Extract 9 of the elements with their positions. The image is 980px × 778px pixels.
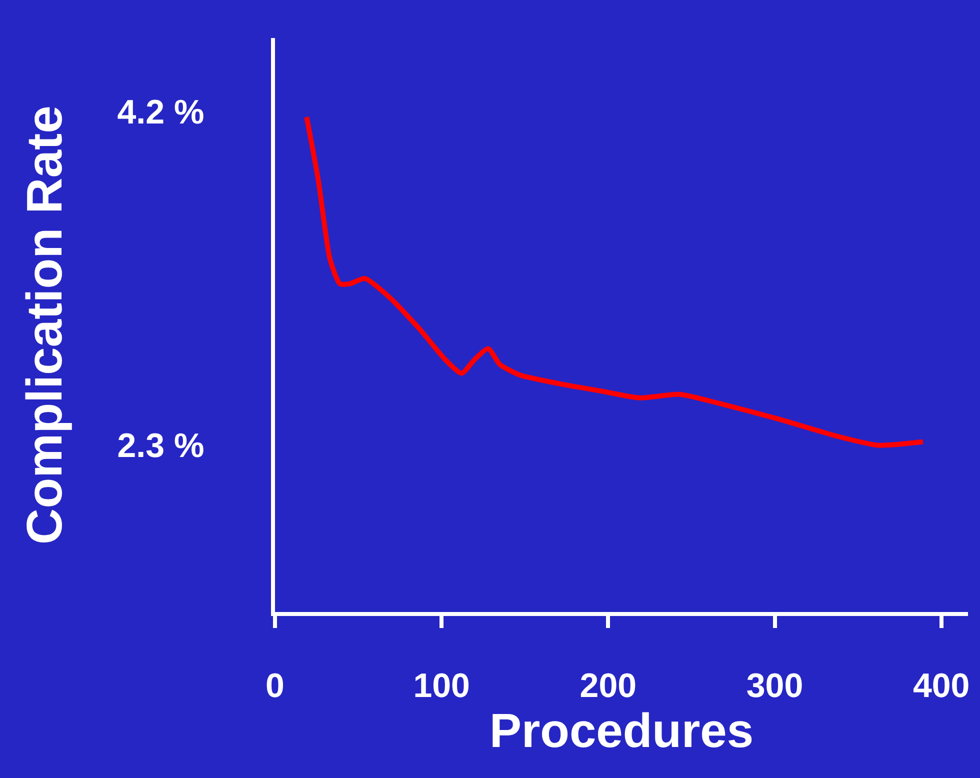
x-tick-label: 200: [580, 666, 637, 705]
x-tick-label: 100: [413, 666, 470, 705]
y-tick-label: 4.2 %: [117, 94, 204, 132]
x-axis-title: Procedures: [489, 704, 754, 758]
x-tick-label: 400: [912, 666, 970, 705]
x-tick-label: 300: [746, 666, 804, 705]
y-tick-label: 2.3 %: [117, 427, 204, 466]
y-axis-title: Complication Rate: [16, 106, 73, 544]
x-tick-label: 0: [266, 666, 284, 705]
